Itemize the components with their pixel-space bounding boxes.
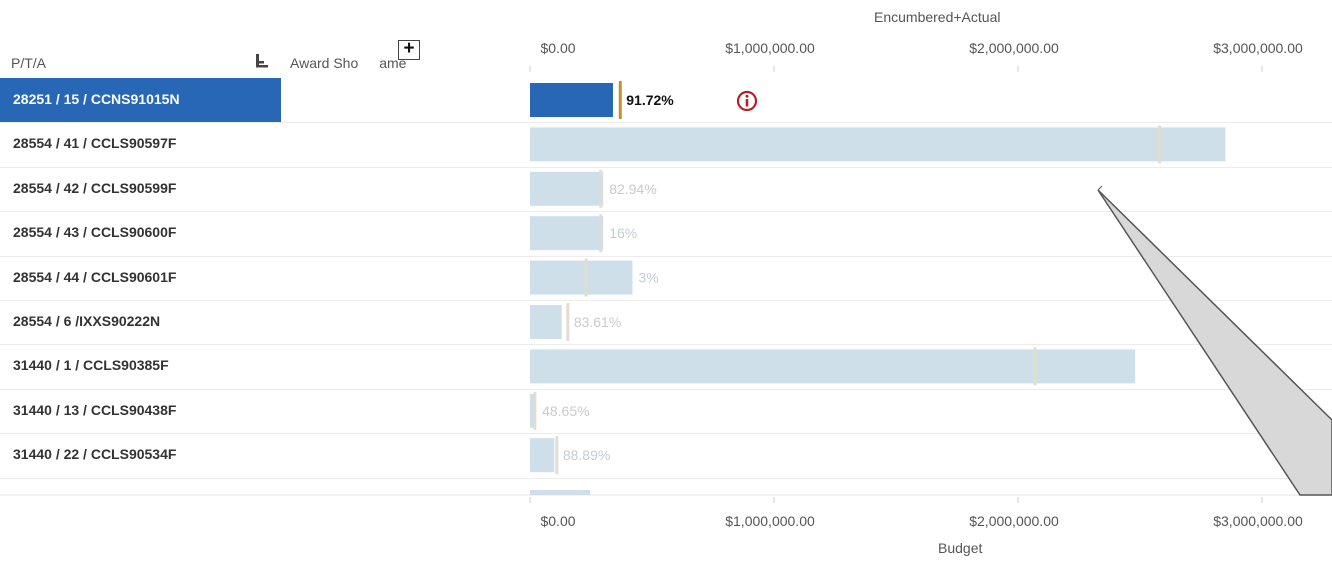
table-row[interactable]: 28554 / 6 /IXXS90222N [0, 300, 1332, 344]
budget-reference-marker [533, 391, 537, 430]
row-label-pta[interactable]: 28554 / 44 / CCLS90601F [13, 268, 177, 285]
table-row[interactable]: 28554 / 41 / CCLS90597F [0, 122, 1332, 166]
sort-bars-icon[interactable] [255, 53, 269, 69]
percent-data-label: 48.65% [542, 403, 589, 419]
column-header-award-short-name-text: Award Sho [290, 55, 359, 71]
bar-partial-next-row [530, 490, 590, 495]
percent-data-label: 16% [609, 225, 637, 241]
row-label-pta[interactable]: 28554 / 43 / CCLS90600F [13, 224, 177, 241]
callout-pointer [1097, 189, 1332, 496]
bar-encumbered-actual[interactable] [530, 305, 562, 339]
row-separator [0, 477, 1332, 479]
budget-reference-marker [599, 214, 603, 253]
bar-encumbered-actual[interactable] [530, 393, 537, 428]
row-separator [0, 344, 1332, 346]
budget-reference-marker [555, 436, 559, 475]
table-row[interactable]: 28554 / 43 / CCLS90600F [0, 211, 1332, 255]
table-row[interactable]: 31440 / 22 / CCLS90534F [0, 433, 1332, 477]
budget-reference-marker [566, 303, 570, 341]
table-row[interactable]: 28554 / 42 / CCLS90599F [0, 167, 1332, 211]
row-separator [0, 300, 1332, 301]
axis-tick-label-bottom: $0.00 [540, 513, 576, 529]
row-label-pta[interactable]: 31440 / 13 / CCLS90438F [13, 401, 177, 418]
row-separator [0, 122, 1332, 124]
callout-pointer-tip [1097, 185, 1103, 191]
table-row[interactable]: 31440 / 1 / CCLS90385F [0, 344, 1332, 388]
bar-encumbered-actual[interactable] [530, 438, 555, 473]
budget-reference-marker [1158, 125, 1162, 164]
percent-data-label: 3% [638, 270, 658, 286]
bar-encumbered-actual[interactable] [530, 83, 613, 117]
bar-encumbered-actual[interactable] [530, 216, 604, 251]
axis-tick-label-top: $2,000,000.00 [969, 40, 1059, 56]
bar-encumbered-actual[interactable] [530, 349, 1136, 384]
table-row[interactable]: 28554 / 44 / CCLS90601F [0, 256, 1332, 300]
bar-encumbered-actual[interactable] [530, 127, 1226, 162]
budget-reference-marker [584, 258, 588, 297]
bottom-axis-title: Budget [938, 540, 983, 556]
percent-data-label: 83.61% [574, 314, 621, 330]
column-header-pta[interactable]: P/T/A [11, 55, 47, 71]
bar-encumbered-actual[interactable] [530, 260, 633, 295]
axis-tick-label-bottom: $1,000,000.00 [725, 513, 815, 529]
top-axis-title: Encumbered+Actual [874, 9, 1001, 25]
axis-tick-label-top: $3,000,000.00 [1213, 40, 1303, 56]
percent-data-label: 88.89% [563, 447, 610, 463]
budget-reference-marker [1033, 347, 1037, 386]
row-label-pta[interactable]: 28554 / 42 / CCLS90599F [13, 179, 177, 196]
budget-reference-marker [599, 169, 603, 208]
row-label-pta[interactable]: 28554 / 41 / CCLS90597F [13, 135, 177, 152]
alert-circle-icon[interactable] [736, 90, 758, 112]
expand-column-button[interactable]: + [398, 39, 420, 60]
row-label-pta[interactable]: 28251 / 15 / CCNS91015N [0, 78, 281, 122]
axis-tick-label-top: $0.00 [540, 40, 576, 56]
bar-encumbered-actual[interactable] [530, 171, 604, 206]
row-label-pta[interactable]: 31440 / 22 / CCLS90534F [13, 446, 177, 463]
row-separator [0, 433, 1332, 435]
row-separator [0, 388, 1332, 390]
percent-data-label: 91.72% [626, 92, 674, 108]
axis-tick-label-top: $1,000,000.00 [725, 40, 815, 56]
table-row[interactable]: 28251 / 15 / CCNS91015N [0, 78, 1332, 122]
row-label-pta[interactable]: 28554 / 6 /IXXS90222N [13, 313, 161, 329]
row-separator [0, 211, 1332, 213]
axis-tick-label-bottom: $2,000,000.00 [969, 513, 1059, 529]
table-row[interactable]: 31440 / 13 / CCLS90438F [0, 389, 1332, 433]
row-label-pta[interactable]: 31440 / 1 / CCLS90385F [13, 357, 169, 374]
row-separator [0, 255, 1332, 257]
budget-reference-marker [618, 81, 622, 119]
axis-tick-label-bottom: $3,000,000.00 [1213, 513, 1303, 529]
percent-data-label: 82.94% [609, 181, 656, 197]
row-separator [0, 166, 1332, 168]
